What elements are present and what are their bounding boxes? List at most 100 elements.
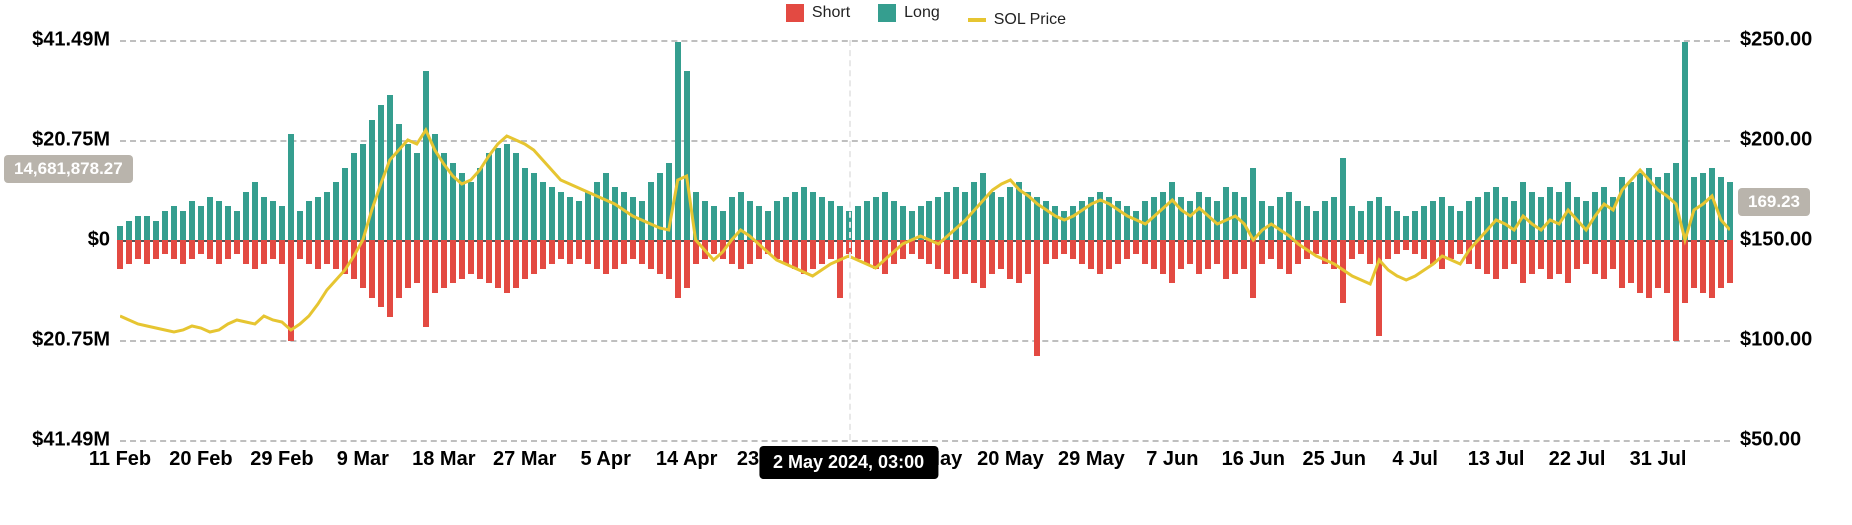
bar-short (630, 240, 636, 259)
bar-long (657, 173, 663, 240)
plot-area[interactable] (120, 40, 1730, 440)
bar-short (909, 240, 915, 254)
bar-long (1376, 197, 1382, 240)
bar-long (1115, 201, 1121, 240)
bar-short (549, 240, 555, 264)
bar-short (1034, 240, 1040, 356)
bar-short (738, 240, 744, 269)
bar-short (162, 240, 168, 254)
bar-long (1646, 168, 1652, 240)
bar-short (396, 240, 402, 298)
bar-short (1052, 240, 1058, 259)
bar-short (1376, 240, 1382, 336)
bar-long (747, 201, 753, 240)
bar-long (288, 134, 294, 240)
bar-long (369, 120, 375, 241)
bar-long (1250, 168, 1256, 240)
bar-long (432, 134, 438, 240)
x-tick-label: 7 Jun (1146, 448, 1198, 471)
bar-short (675, 240, 681, 298)
bar-long (1133, 211, 1139, 240)
crosshair-tooltip: 2 May 2024, 03:00 (759, 446, 938, 479)
bar-short (1133, 240, 1139, 254)
bar-short (1430, 240, 1436, 264)
bar-short (1241, 240, 1247, 269)
bar-long (1493, 187, 1499, 240)
bar-short (900, 240, 906, 259)
bar-long (693, 192, 699, 240)
bar-long (1655, 177, 1661, 240)
bar-short (297, 240, 303, 259)
bar-short (783, 240, 789, 264)
bar-long (324, 192, 330, 240)
y-left-tick-label: $20.75M (0, 128, 110, 151)
bar-long (1664, 173, 1670, 240)
bar-short (225, 240, 231, 259)
bar-long (567, 197, 573, 240)
bar-short (243, 240, 249, 264)
bar-long (1214, 201, 1220, 240)
bar-long (1016, 182, 1022, 240)
bar-long (1187, 201, 1193, 240)
legend-item[interactable]: Long (878, 4, 940, 22)
x-tick-label: 22 Jul (1549, 448, 1606, 471)
legend-item[interactable]: Short (786, 4, 850, 22)
x-tick-label: 11 Feb (89, 448, 151, 471)
bar-short (998, 240, 1004, 269)
gridline (120, 440, 1730, 442)
bar-long (1448, 206, 1454, 240)
bar-short (558, 240, 564, 259)
bar-long (801, 187, 807, 240)
bar-long (1304, 206, 1310, 240)
tooltip-text: 2 May 2024, 03:00 (773, 452, 924, 472)
bar-long (1556, 192, 1562, 240)
x-tick-label: 25 Jun (1303, 448, 1366, 471)
bar-short (1394, 240, 1400, 254)
bar-long (504, 144, 510, 240)
bar-long (189, 201, 195, 240)
bar-long (1106, 197, 1112, 240)
bar-long (1628, 182, 1634, 240)
bar-long (1484, 192, 1490, 240)
bar-short (1700, 240, 1706, 293)
bar-long (306, 201, 312, 240)
bar-long (1511, 201, 1517, 240)
bar-long (666, 163, 672, 240)
bar-long (1565, 182, 1571, 240)
bar-long (603, 173, 609, 240)
bar-long (216, 201, 222, 240)
bar-short (1250, 240, 1256, 298)
bar-long (1205, 197, 1211, 240)
y-left-tick-label: $41.49M (0, 29, 110, 52)
bar-long (1070, 206, 1076, 240)
y-right-tick-label: $200.00 (1740, 129, 1840, 152)
bar-short (495, 240, 501, 288)
x-tick-label: 14 Apr (656, 448, 718, 471)
bar-long (1538, 197, 1544, 240)
bar-short (117, 240, 123, 269)
bar-long (765, 211, 771, 240)
bar-long (639, 201, 645, 240)
bar-short (585, 240, 591, 264)
bar-short (369, 240, 375, 298)
bar-short (216, 240, 222, 264)
bar-long (468, 182, 474, 240)
bar-long (900, 206, 906, 240)
bar-long (513, 153, 519, 240)
bar-long (1043, 201, 1049, 240)
legend-item[interactable]: SOL Price (968, 11, 1066, 29)
bar-long (1385, 206, 1391, 240)
bar-short (1070, 240, 1076, 259)
x-tick-label: 13 Jul (1468, 448, 1525, 471)
bar-long (909, 211, 915, 240)
bar-long (1232, 192, 1238, 240)
y-right-tick-label: $250.00 (1740, 29, 1840, 52)
bar-short (405, 240, 411, 288)
bar-long (1457, 211, 1463, 240)
bar-long (971, 182, 977, 240)
bar-long (540, 182, 546, 240)
x-tick-label: 29 May (1058, 448, 1125, 471)
bar-short (1592, 240, 1598, 274)
bar-short (459, 240, 465, 279)
legend-label: Short (812, 4, 850, 22)
